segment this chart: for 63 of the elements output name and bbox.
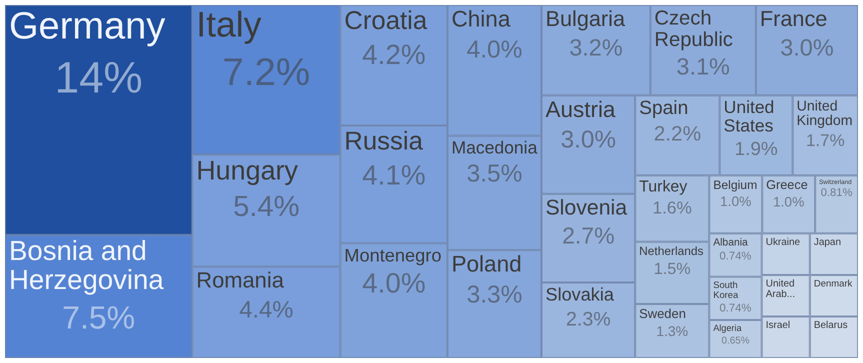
category-label: Czech Republic (654, 8, 733, 51)
category-label: France (760, 6, 828, 31)
data-label: 1.0% (772, 194, 804, 210)
category-label: Poland (451, 252, 522, 277)
data-label: 1.0% (720, 194, 752, 209)
category-label: Slovenia (546, 195, 628, 220)
data-label: 1.5% (654, 260, 691, 278)
data-label: 1.7% (806, 130, 845, 150)
category-label: Spain (639, 98, 688, 120)
data-label: 1.9% (734, 139, 778, 160)
data-label: 0.74% (720, 250, 752, 263)
category-label: Hungary (196, 155, 298, 186)
data-label: 7.5% (62, 299, 136, 336)
category-label: Russia (344, 127, 424, 156)
data-label: 3.3% (466, 281, 522, 308)
data-label: 0.81% (820, 187, 852, 200)
category-label: Denmark (814, 278, 853, 290)
data-label: 3.0% (560, 126, 616, 154)
data-label: 4.0% (362, 267, 426, 298)
data-label: 14% (54, 54, 143, 103)
data-label: 3.5% (466, 160, 522, 188)
data-label: 4.2% (362, 39, 426, 70)
data-label: 2.3% (566, 308, 611, 330)
data-label: 1.3% (656, 322, 688, 339)
category-label: Ukraine (766, 237, 801, 248)
category-label: United Kingdom (796, 98, 853, 130)
category-label: South Korea (713, 280, 740, 300)
category-label: United States (724, 96, 774, 136)
category-label: Sweden (639, 306, 686, 322)
category-label: Greece (766, 178, 808, 192)
category-label: Macedonia (451, 137, 538, 158)
data-label: 1.6% (652, 197, 692, 218)
category-label: Bulgaria (546, 6, 626, 31)
category-label: Croatia (344, 6, 428, 35)
category-label: Turkey (639, 178, 688, 196)
data-label: 3.0% (780, 34, 834, 60)
category-label: China (451, 6, 511, 32)
data-label: 2.7% (562, 222, 615, 248)
category-label: Montenegro (344, 245, 442, 266)
category-label: Italy (196, 4, 262, 45)
data-label: 2.2% (654, 122, 702, 146)
category-label: Belgium (713, 178, 758, 192)
category-label: Bosnia and Herzegovina (9, 235, 164, 296)
data-label: 3.2% (569, 34, 623, 60)
data-label: 0.74% (720, 302, 752, 314)
category-label: Germany (9, 5, 166, 48)
category-label: Romania (196, 268, 285, 293)
category-label: Algeria (713, 323, 742, 334)
category-label: Netherlands (639, 244, 704, 258)
data-label: 4.0% (466, 36, 522, 64)
data-label: 0.65% (721, 336, 750, 347)
data-label: 3.1% (676, 54, 730, 80)
data-label: 5.4% (233, 191, 300, 224)
category-label: Austria (546, 96, 616, 122)
category-label: Belarus (814, 320, 848, 332)
data-label: 4.4% (239, 296, 294, 324)
data-label: 7.2% (222, 51, 310, 94)
category-label: Japan (814, 237, 842, 248)
category-label: Albania (713, 237, 748, 248)
category-label: Israel (766, 320, 790, 332)
data-label: 4.1% (362, 160, 426, 191)
category-label: Slovakia (546, 284, 615, 305)
category-label: United Arab... (766, 278, 796, 300)
